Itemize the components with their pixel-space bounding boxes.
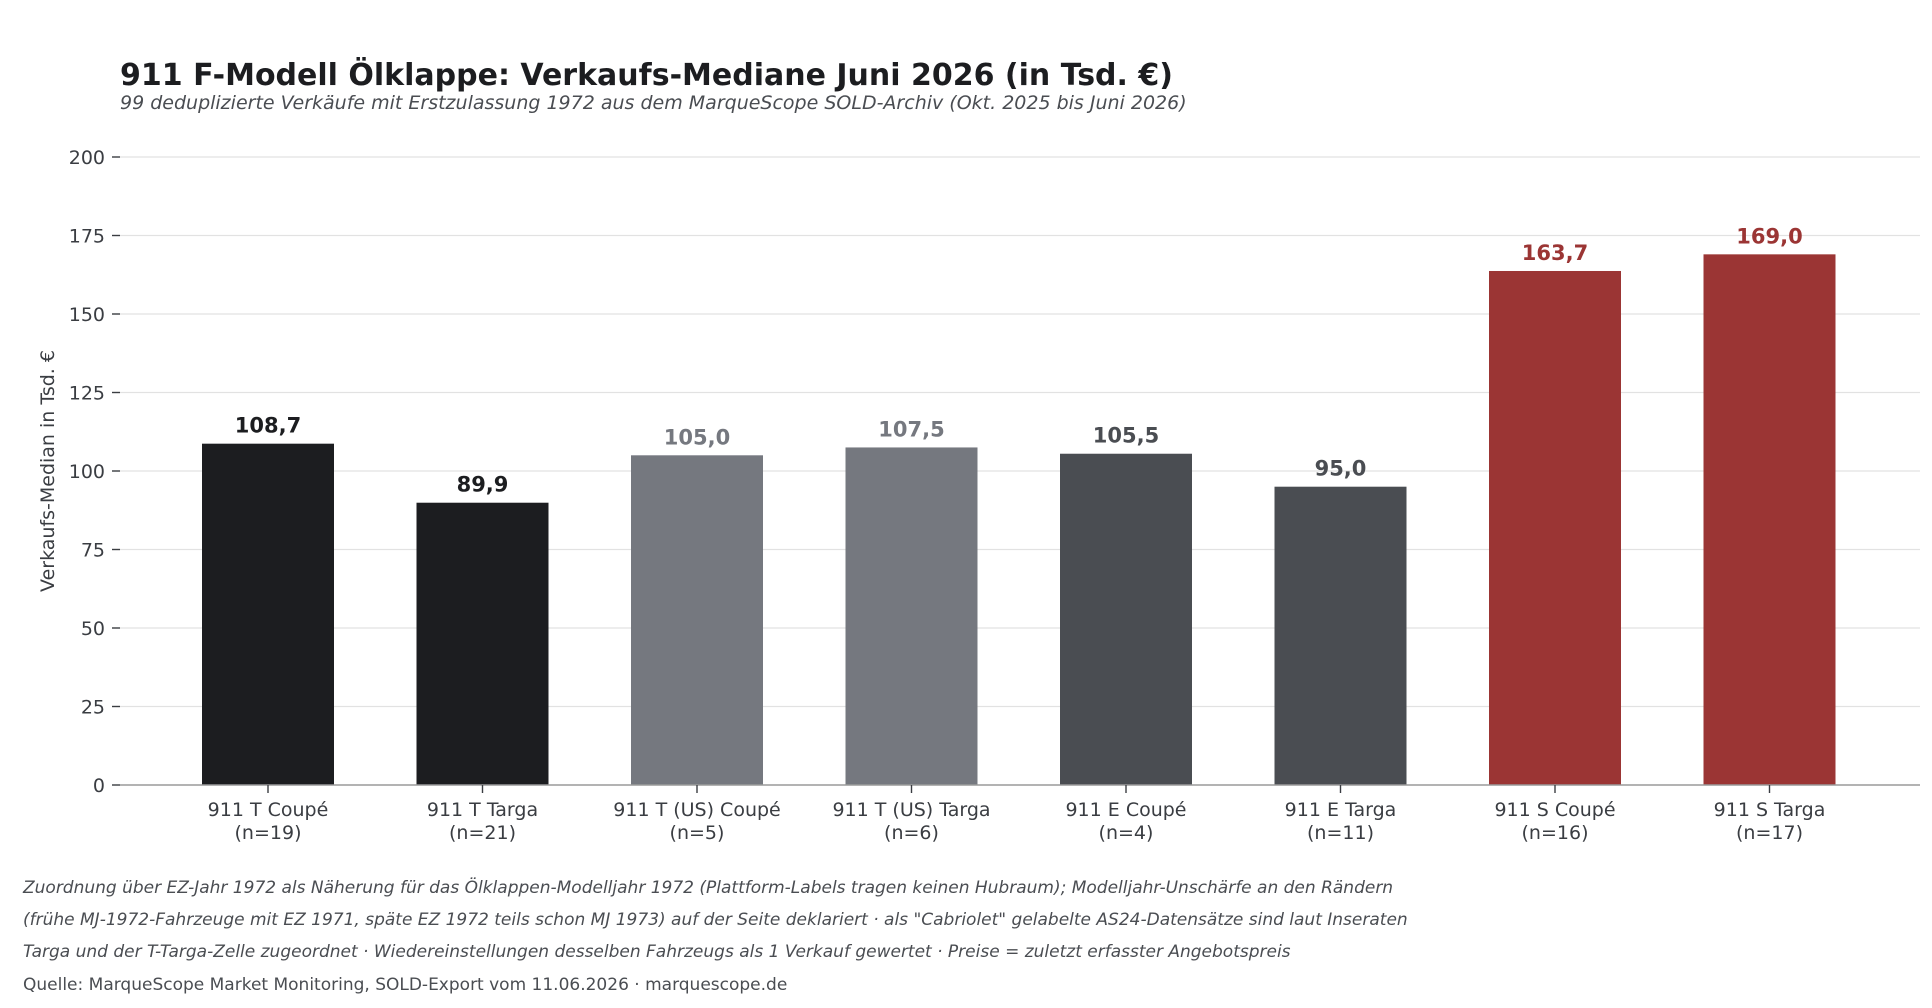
y-tick-label: 25 xyxy=(81,697,105,719)
footnote-line-2: (frühe MJ-1972-Fahrzeuge mit EZ 1971, sp… xyxy=(23,910,1408,930)
x-category-count: (n=4) xyxy=(1099,822,1154,844)
bar xyxy=(1489,270,1621,785)
x-category-label: 911 T (US) Targa xyxy=(832,799,990,821)
bar-value-label: 169,0 xyxy=(1736,224,1802,248)
axes: 0 25 50 75 100 125 150 175 200 911 T Coupé(n=19) 9… xyxy=(69,147,1920,844)
y-tick-label: 150 xyxy=(69,304,105,326)
bar-value-label: 89,9 xyxy=(457,473,509,497)
source-note: Quelle: MarqueScope Market Monitoring, S… xyxy=(23,975,788,995)
x-category-label: 911 S Targa xyxy=(1714,799,1826,821)
x-category-count: (n=16) xyxy=(1522,822,1589,844)
bar-value-label: 95,0 xyxy=(1315,457,1367,481)
bars: 108,7 89,9 105,0 107,5 105,5 95,0 163,7 169,0 xyxy=(202,224,1836,786)
bar xyxy=(845,447,978,785)
x-category-label: 911 T Targa xyxy=(427,799,538,821)
y-tick-label: 100 xyxy=(69,461,105,483)
x-category-label: 911 E Targa xyxy=(1285,799,1397,821)
bar xyxy=(416,502,549,785)
bar-value-label: 163,7 xyxy=(1522,241,1588,265)
x-category-count: (n=6) xyxy=(884,822,939,844)
y-axis-label: Verkaufs-Median in Tsd. € xyxy=(37,350,59,592)
chart-title: 911 F-Modell Ölklappe: Verkaufs-Mediane … xyxy=(120,58,1173,93)
grid-lines xyxy=(120,156,1920,708)
x-category-label: 911 T Coupé xyxy=(208,799,329,821)
y-tick-label: 75 xyxy=(81,540,105,562)
bar-chart: 108,7 89,9 105,0 107,5 105,5 95,0 163,7 169,0 0… xyxy=(37,147,1920,844)
bar xyxy=(1703,254,1836,786)
bar xyxy=(202,443,334,785)
x-category-label: 911 T (US) Coupé xyxy=(613,799,780,821)
bar-value-label: 105,0 xyxy=(664,425,730,449)
footnote-line-3: Targa und der T-Targa-Zelle zugeordnet ·… xyxy=(23,942,1291,962)
bar xyxy=(1060,453,1192,785)
bar xyxy=(1274,486,1407,785)
chart-subtitle: 99 deduplizierte Verkäufe mit Erstzulass… xyxy=(120,92,1187,114)
x-category-count: (n=21) xyxy=(449,822,516,844)
x-category-count: (n=17) xyxy=(1736,822,1803,844)
bar-value-label: 105,5 xyxy=(1093,424,1159,448)
x-category-label: 911 S Coupé xyxy=(1494,799,1615,821)
y-tick-label: 200 xyxy=(69,147,105,169)
bar-value-label: 108,7 xyxy=(235,414,301,438)
y-tick-label: 50 xyxy=(81,618,105,640)
y-tick-label: 125 xyxy=(69,383,105,405)
x-category-count: (n=5) xyxy=(670,822,725,844)
y-tick-label: 0 xyxy=(93,775,105,797)
bar xyxy=(631,455,763,785)
x-category-label: 911 E Coupé xyxy=(1065,799,1186,821)
y-tick-label: 175 xyxy=(69,226,105,248)
x-category-count: (n=19) xyxy=(235,822,302,844)
bar-value-label: 107,5 xyxy=(878,417,944,441)
footnote-line-1: Zuordnung über EZ-Jahr 1972 als Näherung… xyxy=(23,878,1394,898)
x-category-count: (n=11) xyxy=(1307,822,1374,844)
